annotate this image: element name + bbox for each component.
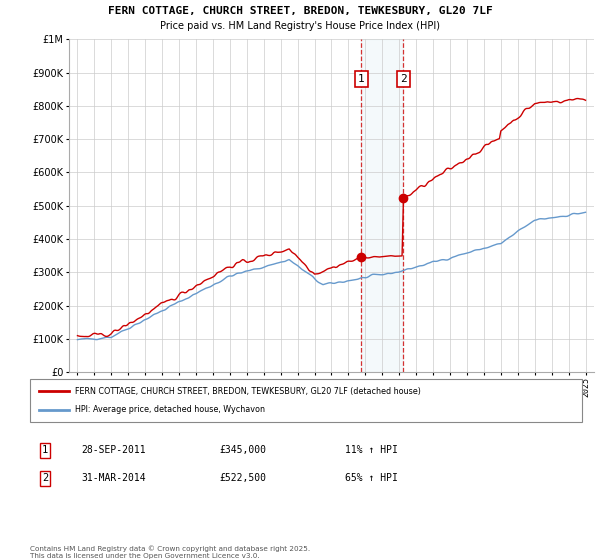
Text: 11% ↑ HPI: 11% ↑ HPI bbox=[345, 445, 398, 455]
Text: £345,000: £345,000 bbox=[219, 445, 266, 455]
Text: £522,500: £522,500 bbox=[219, 473, 266, 483]
Text: FERN COTTAGE, CHURCH STREET, BREDON, TEWKESBURY, GL20 7LF (detached house): FERN COTTAGE, CHURCH STREET, BREDON, TEW… bbox=[75, 386, 421, 395]
Text: Price paid vs. HM Land Registry's House Price Index (HPI): Price paid vs. HM Land Registry's House … bbox=[160, 21, 440, 31]
Text: 2: 2 bbox=[42, 473, 48, 483]
Text: HPI: Average price, detached house, Wychavon: HPI: Average price, detached house, Wych… bbox=[75, 405, 265, 414]
Text: 1: 1 bbox=[358, 74, 365, 84]
Text: 2: 2 bbox=[400, 74, 407, 84]
Text: 1: 1 bbox=[42, 445, 48, 455]
Text: Contains HM Land Registry data © Crown copyright and database right 2025.
This d: Contains HM Land Registry data © Crown c… bbox=[30, 545, 310, 559]
Text: 28-SEP-2011: 28-SEP-2011 bbox=[81, 445, 146, 455]
Text: FERN COTTAGE, CHURCH STREET, BREDON, TEWKESBURY, GL20 7LF: FERN COTTAGE, CHURCH STREET, BREDON, TEW… bbox=[107, 6, 493, 16]
Text: 65% ↑ HPI: 65% ↑ HPI bbox=[345, 473, 398, 483]
Bar bbox=[361, 39, 403, 372]
Text: 31-MAR-2014: 31-MAR-2014 bbox=[81, 473, 146, 483]
